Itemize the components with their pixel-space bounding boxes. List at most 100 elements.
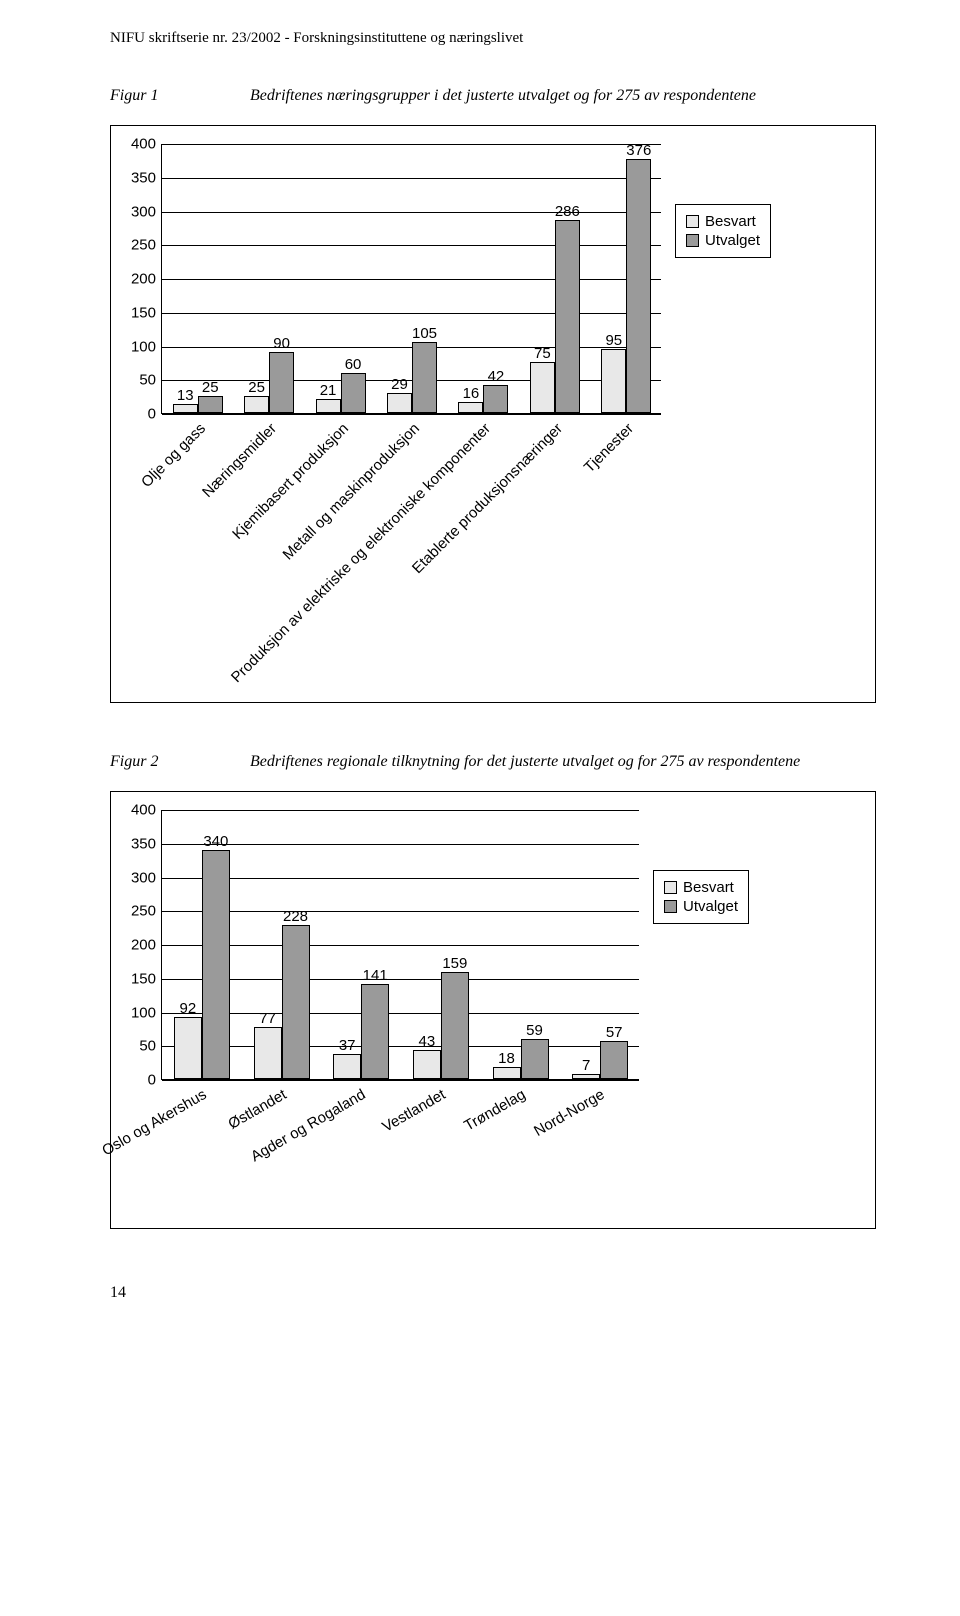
bar-value-label: 105 (412, 325, 437, 342)
bar-value-label: 228 (283, 908, 308, 925)
bar-value-label: 7 (582, 1057, 590, 1074)
ytick-label: 100 (131, 338, 156, 355)
gridline (162, 878, 639, 879)
ytick-label: 250 (131, 237, 156, 254)
legend-label: Besvart (705, 213, 756, 230)
bar-value-label: 340 (203, 833, 228, 850)
gridline (162, 212, 661, 213)
chart1-legend: Besvart Utvalget (675, 204, 771, 258)
bar: 18 (493, 1067, 521, 1079)
bar: 90 (269, 352, 294, 413)
running-header: NIFU skriftserie nr. 23/2002 - Forskning… (110, 30, 880, 47)
xlabel: Kjemibasert produksjon (229, 420, 352, 543)
page-number: 14 (110, 1284, 880, 1302)
gridline (162, 279, 661, 280)
bar: 25 (198, 396, 223, 413)
legend-label: Utvalget (683, 898, 738, 915)
chart2-box: 0501001502002503003504009234077228371414… (110, 791, 876, 1229)
gridline (162, 1013, 639, 1014)
xlabel: Produksjon av elektriske og elektroniske… (228, 420, 494, 686)
bar-value-label: 90 (273, 335, 290, 352)
bar: 228 (282, 925, 310, 1079)
gridline (162, 245, 661, 246)
xlabel: Østlandet (225, 1086, 289, 1133)
bar: 77 (254, 1027, 282, 1079)
legend-swatch (686, 215, 699, 228)
chart2-plot-area: 0501001502002503003504009234077228371414… (161, 810, 639, 1080)
xlabel: Oslo og Akershus (99, 1086, 209, 1160)
ytick-label: 300 (131, 869, 156, 886)
gridline (162, 844, 639, 845)
legend-item: Utvalget (686, 232, 760, 249)
gridline (162, 945, 639, 946)
bar: 75 (530, 362, 555, 413)
chart1-box: 0501001502002503003504001325259021602910… (110, 125, 876, 703)
bar-value-label: 59 (526, 1022, 543, 1039)
bar: 340 (202, 850, 230, 1080)
bar: 43 (413, 1050, 441, 1079)
gridline (162, 144, 661, 145)
bar: 376 (626, 159, 651, 413)
ytick-label: 0 (148, 406, 156, 423)
bar: 7 (572, 1074, 600, 1079)
legend-item: Besvart (664, 879, 738, 896)
ytick-label: 300 (131, 203, 156, 220)
bar-value-label: 25 (202, 379, 219, 396)
bar: 105 (412, 342, 437, 413)
bar: 37 (333, 1054, 361, 1079)
bar: 60 (341, 373, 366, 414)
legend-swatch (664, 881, 677, 894)
bar: 13 (173, 404, 198, 413)
bar-value-label: 29 (391, 376, 408, 393)
bar-value-label: 159 (442, 955, 467, 972)
bar-value-label: 286 (555, 203, 580, 220)
chart1-inner: 0501001502002503003504001325259021602910… (129, 144, 857, 684)
bar-value-label: 376 (626, 142, 651, 159)
bar-value-label: 16 (463, 385, 480, 402)
figure2-label: Figur 2 (110, 753, 250, 771)
bar: 286 (555, 220, 580, 413)
bar: 42 (483, 385, 508, 413)
bar: 25 (244, 396, 269, 413)
gridline (162, 1046, 639, 1047)
chart2-legend: Besvart Utvalget (653, 870, 749, 924)
figure1-label: Figur 1 (110, 87, 250, 105)
figure2-caption: Bedriftenes regionale tilknytning for de… (250, 753, 800, 771)
xlabel: Næringsmidler (199, 420, 280, 501)
ytick-label: 150 (131, 970, 156, 987)
bar-value-label: 141 (363, 967, 388, 984)
gridline (162, 979, 639, 980)
bar: 92 (174, 1017, 202, 1079)
bar: 141 (361, 984, 389, 1079)
xlabel: Vestlandet (379, 1086, 448, 1136)
bar: 57 (600, 1041, 628, 1079)
xlabel: Etablerte produksjonsnæringer (409, 420, 566, 577)
chart2-plot-wrapper: 0501001502002503003504009234077228371414… (161, 810, 639, 1210)
bar-value-label: 18 (498, 1050, 515, 1067)
bar-value-label: 77 (259, 1010, 276, 1027)
chart1-xlabels: Olje og gassNæringsmidlerKjemibasert pro… (161, 414, 661, 684)
legend-label: Utvalget (705, 232, 760, 249)
chart1-plot-area: 0501001502002503003504001325259021602910… (161, 144, 661, 414)
xlabel: Trøndelag (461, 1086, 528, 1135)
ytick-label: 200 (131, 937, 156, 954)
chart2-inner: 0501001502002503003504009234077228371414… (129, 810, 857, 1210)
gridline (162, 911, 639, 912)
ytick-label: 200 (131, 271, 156, 288)
xlabel: Tjenester (581, 420, 637, 476)
bar-value-label: 37 (339, 1037, 356, 1054)
bar: 21 (316, 399, 341, 413)
bar-value-label: 13 (177, 387, 194, 404)
bar: 59 (521, 1039, 549, 1079)
ytick-label: 400 (131, 802, 156, 819)
bar-value-label: 92 (179, 1000, 196, 1017)
ytick-label: 150 (131, 304, 156, 321)
xlabel: Metall og maskinproduksjon (280, 420, 423, 563)
ytick-label: 350 (131, 835, 156, 852)
ytick-label: 0 (148, 1072, 156, 1089)
gridline (162, 313, 661, 314)
ytick-label: 50 (139, 372, 156, 389)
bar: 159 (441, 972, 469, 1079)
ytick-label: 400 (131, 136, 156, 153)
figure1-caption-row: Figur 1 Bedriftenes næringsgrupper i det… (110, 87, 880, 105)
